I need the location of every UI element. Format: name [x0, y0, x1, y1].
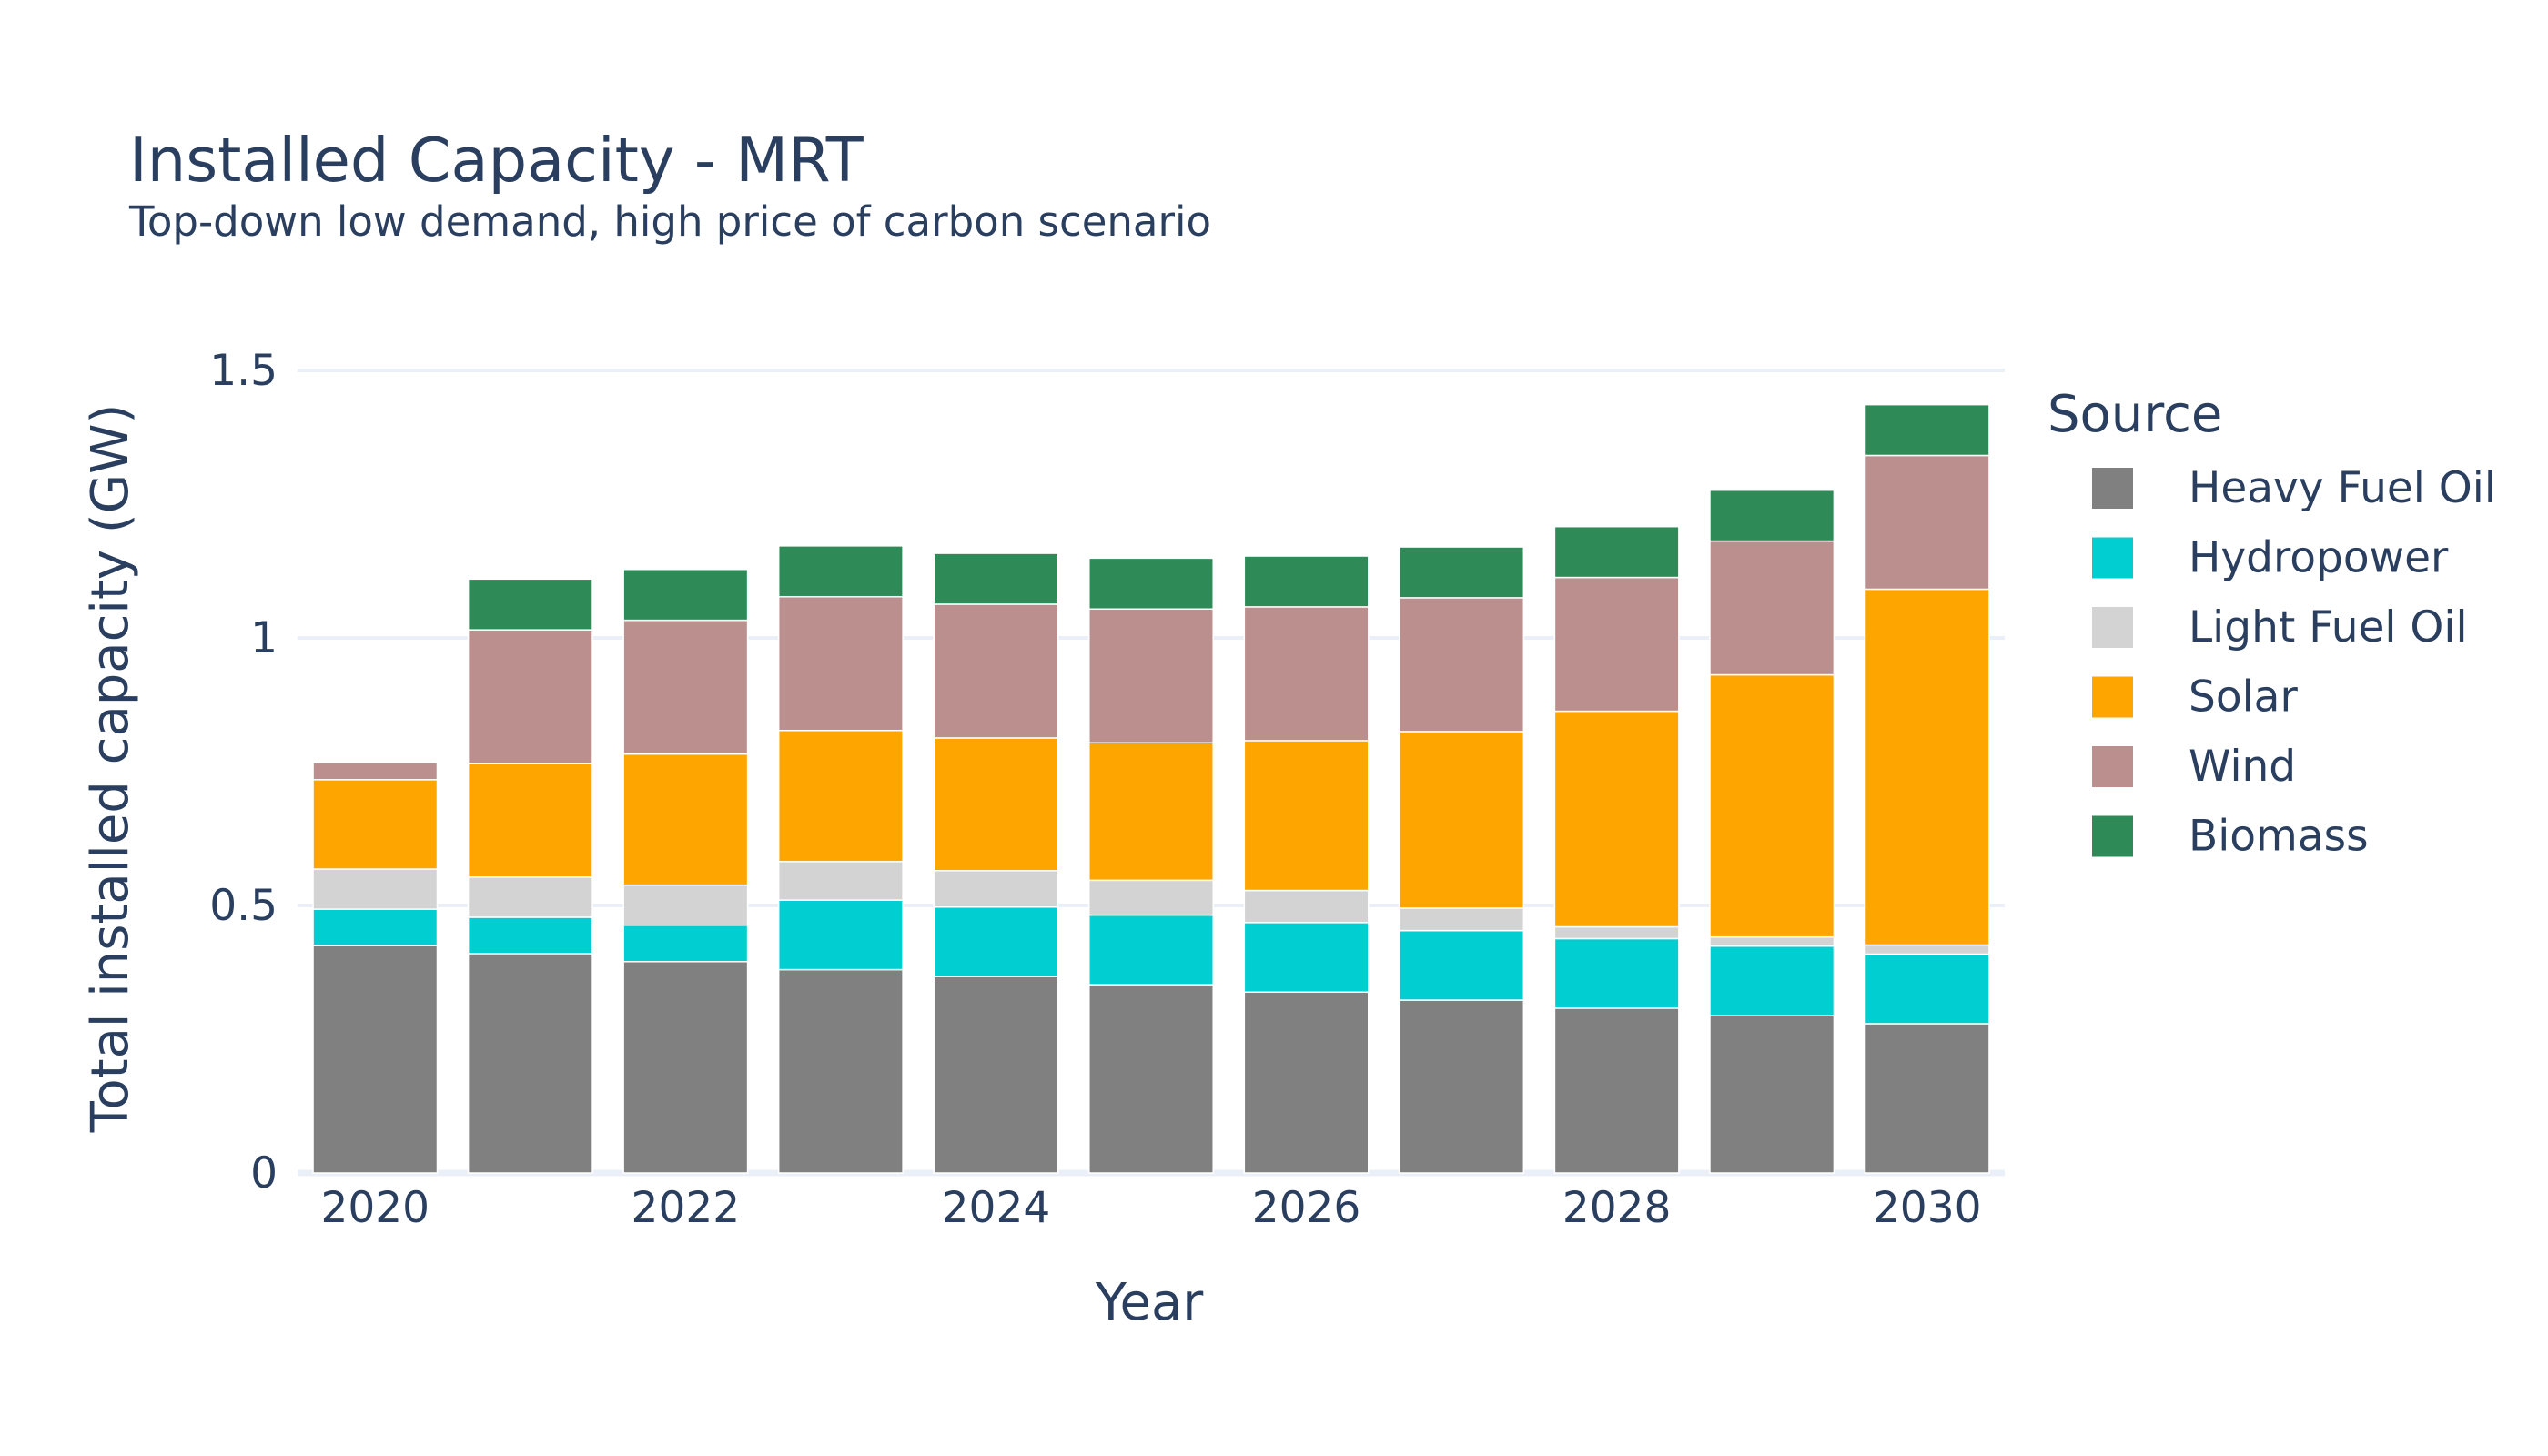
bar-hydropower-2028	[1553, 937, 1680, 1009]
bar-biomass-2026	[1243, 555, 1370, 608]
bar-wind-2020	[312, 762, 439, 781]
bar-hydropower-2020	[312, 908, 439, 946]
bar-hydropower-2026	[1243, 922, 1370, 994]
bar-solar-2024	[933, 737, 1059, 872]
bar-solar-2025	[1088, 742, 1214, 882]
bar-light-fuel-oil-2027	[1399, 907, 1525, 932]
bar-heavy-fuel-oil-2026	[1243, 991, 1370, 1174]
bar-hydropower-2022	[622, 925, 749, 963]
legend-title: Source	[2048, 385, 2222, 444]
bar-heavy-fuel-oil-2025	[1088, 984, 1214, 1174]
y-tick-label: 0	[250, 1148, 278, 1198]
y-axis-title: Total installed capacity (GW)	[81, 404, 140, 1134]
bar-biomass-2030	[1864, 403, 1990, 457]
bar-solar-2027	[1399, 731, 1525, 909]
bar-solar-2020	[312, 779, 439, 870]
bar-heavy-fuel-oil-2024	[933, 976, 1059, 1174]
y-axis-ticks: 0 0.5 1 1.5	[209, 346, 278, 1198]
bar-light-fuel-oil-2024	[933, 870, 1059, 908]
bar-heavy-fuel-oil-2027	[1399, 999, 1525, 1174]
bar-wind-2029	[1709, 540, 1835, 676]
x-tick-label: 2022	[632, 1183, 741, 1233]
bar-hydropower-2021	[467, 916, 593, 955]
bar-heavy-fuel-oil-2028	[1553, 1007, 1680, 1174]
bar-wind-2030	[1864, 454, 1990, 591]
bar-hydropower-2030	[1864, 953, 1990, 1025]
bar-hydropower-2027	[1399, 929, 1525, 1001]
x-tick-label: 2020	[320, 1183, 430, 1233]
bar-light-fuel-oil-2023	[777, 861, 904, 901]
bar-biomass-2025	[1088, 557, 1214, 610]
x-tick-label: 2030	[1873, 1183, 1982, 1233]
x-axis-title: Year	[1095, 1273, 1205, 1332]
chart-subtitle: Top-down low demand, high price of carbo…	[128, 197, 1211, 246]
bar-heavy-fuel-oil-2023	[777, 968, 904, 1174]
chart-title: Installed Capacity - MRT	[129, 125, 864, 196]
bar-solar-2028	[1553, 710, 1680, 928]
bar-biomass-2024	[933, 552, 1059, 605]
bar-light-fuel-oil-2025	[1088, 879, 1214, 916]
x-tick-label: 2026	[1252, 1183, 1361, 1233]
bar-wind-2024	[933, 603, 1059, 739]
bar-biomass-2027	[1399, 546, 1525, 599]
bar-light-fuel-oil-2020	[312, 868, 439, 910]
y-tick-label: 0.5	[209, 881, 278, 931]
x-axis-ticks: 2020 2022 2024 2026 2028 2030	[320, 1183, 1981, 1233]
bar-wind-2021	[467, 629, 593, 764]
legend-label-biomass: Biomass	[2189, 812, 2369, 862]
bar-heavy-fuel-oil-2030	[1864, 1023, 1990, 1174]
bar-biomass-2021	[467, 578, 593, 631]
legend-swatch-solar	[2092, 676, 2133, 718]
bar-wind-2025	[1088, 608, 1214, 743]
legend-label-hydropower: Hydropower	[2189, 533, 2449, 583]
bar-wind-2022	[622, 619, 749, 755]
legend-label-wind: Wind	[2189, 742, 2296, 792]
y-tick-label: 1	[250, 613, 278, 663]
bar-solar-2023	[777, 729, 904, 863]
bar-light-fuel-oil-2026	[1243, 889, 1370, 924]
bar-wind-2026	[1243, 606, 1370, 742]
legend-label-light-fuel-oil: Light Fuel Oil	[2189, 602, 2468, 652]
bar-biomass-2023	[777, 545, 904, 598]
bar-hydropower-2025	[1088, 914, 1214, 986]
bar-hydropower-2024	[933, 906, 1059, 977]
bar-heavy-fuel-oil-2022	[622, 960, 749, 1174]
legend-swatch-light-fuel-oil	[2092, 607, 2133, 648]
bar-wind-2027	[1399, 597, 1525, 733]
bar-biomass-2028	[1553, 525, 1680, 579]
legend: Source Heavy Fuel Oil Hydropower Light Fue…	[2048, 385, 2496, 862]
legend-swatch-heavy-fuel-oil	[2092, 468, 2133, 509]
bar-heavy-fuel-oil-2021	[467, 953, 593, 1174]
legend-label-solar: Solar	[2189, 672, 2298, 723]
legend-label-heavy-fuel-oil: Heavy Fuel Oil	[2189, 463, 2496, 513]
legend-swatch-wind	[2092, 746, 2133, 787]
bar-hydropower-2029	[1709, 945, 1835, 1016]
x-tick-label: 2028	[1562, 1183, 1672, 1233]
legend-swatch-biomass	[2092, 815, 2133, 857]
bars	[312, 403, 1990, 1174]
bar-hydropower-2023	[777, 899, 904, 971]
bar-biomass-2029	[1709, 489, 1835, 542]
bar-wind-2028	[1553, 576, 1680, 713]
bar-light-fuel-oil-2030	[1864, 944, 1990, 956]
bar-light-fuel-oil-2022	[622, 884, 749, 926]
bar-biomass-2022	[622, 568, 749, 622]
bar-heavy-fuel-oil-2029	[1709, 1015, 1835, 1174]
bar-light-fuel-oil-2021	[467, 876, 593, 918]
bar-solar-2026	[1243, 740, 1370, 892]
y-tick-label: 1.5	[209, 346, 278, 396]
bar-solar-2021	[467, 763, 593, 878]
bar-light-fuel-oil-2028	[1553, 925, 1680, 940]
bar-wind-2023	[777, 595, 904, 732]
bar-solar-2022	[622, 753, 749, 886]
legend-swatch-hydropower	[2092, 537, 2133, 579]
bar-light-fuel-oil-2029	[1709, 935, 1835, 947]
bar-heavy-fuel-oil-2020	[312, 945, 439, 1174]
bar-solar-2029	[1709, 673, 1835, 938]
x-tick-label: 2024	[942, 1183, 1051, 1233]
bar-solar-2030	[1864, 588, 1990, 946]
